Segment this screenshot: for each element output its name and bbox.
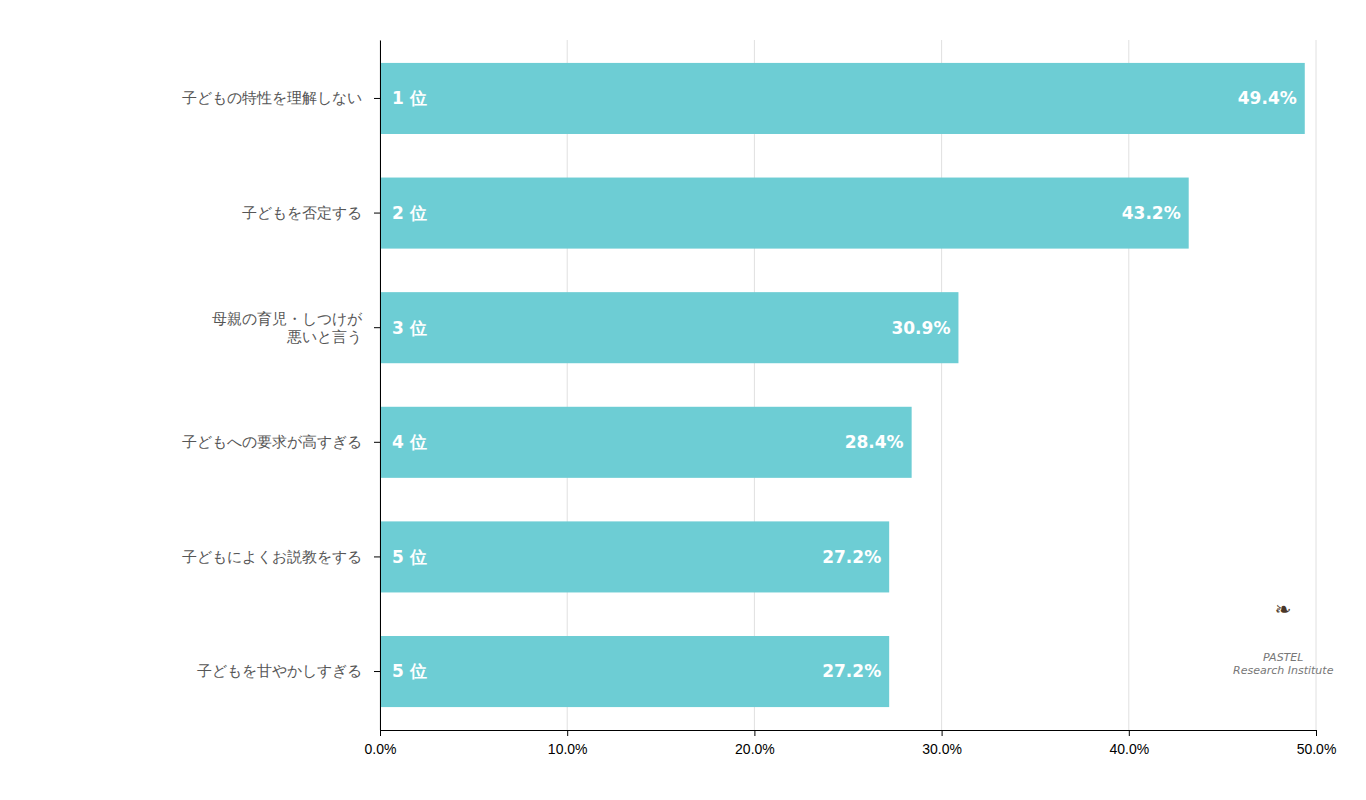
y-tick: 母親の育児・しつけが悪いと言う <box>212 309 380 344</box>
annotations: ❧ PASTELResearch Institute <box>1233 597 1334 677</box>
grid <box>380 40 1316 730</box>
grid-line <box>754 40 755 730</box>
x-tick-label: 20.0% <box>735 741 775 757</box>
y-tick-mark <box>374 442 380 443</box>
rank-label: 4 位 <box>392 432 427 452</box>
y-tick: 子どもを甘やかしすぎる <box>197 662 380 679</box>
value-label: 27.2% <box>822 661 881 681</box>
bar <box>380 292 958 363</box>
annotation: ❧ <box>1275 597 1292 621</box>
rank-label: 5 位 <box>392 547 427 567</box>
x-tick-mark <box>1129 730 1130 736</box>
y-tick-mark <box>374 98 380 99</box>
y-tick-mark <box>374 671 380 672</box>
bar <box>380 178 1189 249</box>
x-tick: 30.0% <box>922 730 962 757</box>
annotation: PASTELResearch Institute <box>1233 651 1334 677</box>
bar <box>380 407 912 478</box>
y-tick-label: 子どもを甘やかしすぎる <box>197 662 362 679</box>
x-tick-mark <box>1316 730 1317 736</box>
y-tick-label: 子どもの特性を理解しない <box>182 89 362 106</box>
y-tick: 子どもを否定する <box>242 204 380 221</box>
x-tick-mark <box>942 730 943 736</box>
chart: 0.0% 10.0% 20.0% 30.0% 40.0% 50.0% 子どもの特性を理解しな… <box>0 0 1366 800</box>
bar <box>380 521 889 592</box>
value-label: 28.4% <box>845 432 904 452</box>
x-tick-label: 30.0% <box>922 741 962 757</box>
value-label: 43.2% <box>1122 203 1181 223</box>
value-label: 27.2% <box>822 547 881 567</box>
y-tick-label: 子どもを否定する <box>242 204 362 221</box>
rank-label: 1 位 <box>392 88 427 108</box>
bar <box>380 636 889 707</box>
x-tick: 20.0% <box>735 730 775 757</box>
y-tick: 子どもへの要求が高すぎる <box>182 433 380 450</box>
x-tick-label: 10.0% <box>548 741 588 757</box>
x-axis: 0.0% 10.0% 20.0% 30.0% 40.0% 50.0% <box>365 730 1337 757</box>
x-tick: 50.0% <box>1297 730 1337 757</box>
y-tick-mark <box>374 556 380 557</box>
y-tick-mark <box>374 213 380 214</box>
x-tick-mark <box>380 730 381 736</box>
rank-label: 5 位 <box>392 661 427 681</box>
y-tick: 子どもによくお説教をする <box>182 548 380 565</box>
grid-line <box>380 40 381 730</box>
x-tick-label: 40.0% <box>1109 741 1149 757</box>
y-tick: 子どもの特性を理解しない <box>182 89 380 106</box>
data-labels: 49.4% 43.2% 30.9% 28.4% 27.2% 27.2% 1 位 2 位 3 位 4… <box>392 88 1297 681</box>
value-label: 30.9% <box>891 318 950 338</box>
y-tick-mark <box>374 327 380 328</box>
x-tick-label: 0.0% <box>365 741 397 757</box>
x-tick: 10.0% <box>548 730 588 757</box>
x-tick-label: 50.0% <box>1297 741 1337 757</box>
x-tick: 40.0% <box>1109 730 1149 757</box>
y-tick-label: 子どもへの要求が高すぎる <box>182 433 362 450</box>
rank-label: 3 位 <box>392 318 427 338</box>
x-axis-line <box>381 730 1317 731</box>
x-tick-mark <box>567 730 568 736</box>
bars <box>380 63 1305 707</box>
value-label: 49.4% <box>1238 88 1297 108</box>
y-axis-line <box>380 41 381 731</box>
y-tick-label: 子どもによくお説教をする <box>182 548 362 565</box>
grid-line <box>941 40 942 730</box>
y-axis: 子どもの特性を理解しない子どもを否定する母親の育児・しつけが悪いと言う子どもへの… <box>182 41 381 731</box>
grid-line <box>1128 40 1129 730</box>
y-tick-label: 母親の育児・しつけが悪いと言う <box>212 309 363 344</box>
grid-line <box>567 40 568 730</box>
grid-line <box>1316 40 1317 730</box>
x-tick: 0.0% <box>365 730 397 757</box>
x-tick-mark <box>754 730 755 736</box>
rank-label: 2 位 <box>392 203 427 223</box>
bar <box>380 63 1305 134</box>
plot: 0.0% 10.0% 20.0% 30.0% 40.0% 50.0% 子どもの特性を理解しな… <box>182 40 1336 757</box>
